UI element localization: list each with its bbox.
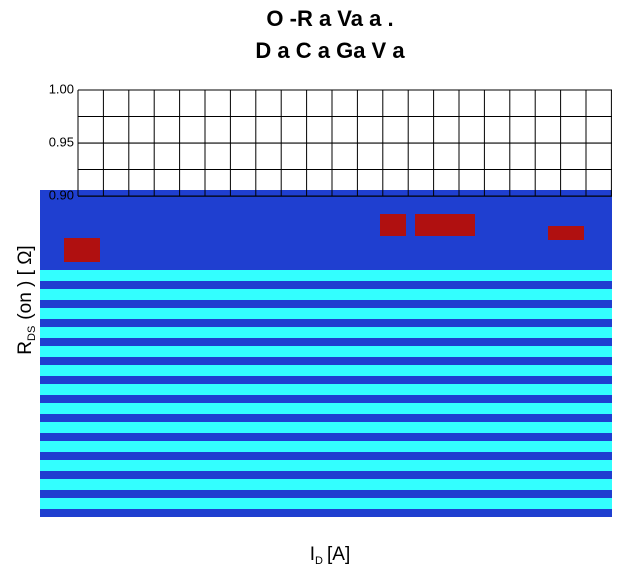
artifact-patch bbox=[380, 214, 406, 236]
artifact-stripe bbox=[40, 384, 612, 395]
artifact-stripe bbox=[40, 376, 612, 384]
artifact-stripe bbox=[40, 509, 612, 517]
artifact-patch bbox=[548, 226, 584, 240]
artifact-stripe bbox=[40, 281, 612, 289]
artifact-stripe bbox=[40, 498, 612, 509]
plot-area: 1.00 0.95 0.90 bbox=[40, 81, 612, 517]
artifact-stripe bbox=[40, 327, 612, 338]
artifact-stripe bbox=[40, 319, 612, 327]
x-label-sub: D bbox=[315, 555, 323, 567]
artifact-patch bbox=[64, 238, 100, 262]
artifact-stripe bbox=[40, 460, 612, 471]
artifact-stripe bbox=[40, 433, 612, 441]
artifact-stripe bbox=[40, 414, 612, 422]
artifact-stripe bbox=[40, 403, 612, 414]
artifact-stripe bbox=[40, 300, 612, 308]
artifact-stripe bbox=[40, 490, 612, 498]
artifact-patch bbox=[415, 214, 475, 236]
artifact-stripe bbox=[40, 471, 612, 479]
artifact-stripe bbox=[40, 395, 612, 403]
x-label-rest: [A] bbox=[327, 544, 350, 565]
y-label-sub: DS bbox=[26, 326, 38, 341]
artifact-stripe bbox=[40, 479, 612, 490]
x-label-main: I bbox=[310, 544, 315, 565]
artifact-stripe bbox=[40, 338, 612, 346]
y-tick-label: 1.00 bbox=[49, 81, 74, 96]
x-axis-label: ID [A] bbox=[310, 544, 350, 567]
artifact-stripe bbox=[40, 289, 612, 300]
y-tick-label: 0.95 bbox=[49, 135, 74, 150]
artifact-block bbox=[40, 190, 612, 270]
y-label-main: R bbox=[15, 341, 36, 355]
artifact-stripe bbox=[40, 346, 612, 357]
artifact-stripe bbox=[40, 270, 612, 281]
artifact-stripe bbox=[40, 308, 612, 319]
y-tick-label: 0.90 bbox=[49, 188, 74, 203]
artifact-stripe bbox=[40, 357, 612, 365]
chart-title: O -R a Va a . bbox=[266, 6, 393, 31]
artifact-stripe bbox=[40, 365, 612, 376]
chart-title: D a C a Ga V a bbox=[255, 38, 405, 63]
artifact-stripe bbox=[40, 422, 612, 433]
artifact-stripe bbox=[40, 452, 612, 460]
y-label-rest: (on ) [ Ω] bbox=[15, 245, 36, 319]
y-axis-label: RDS (on ) [ Ω] bbox=[15, 245, 38, 354]
artifact-stripe bbox=[40, 441, 612, 452]
